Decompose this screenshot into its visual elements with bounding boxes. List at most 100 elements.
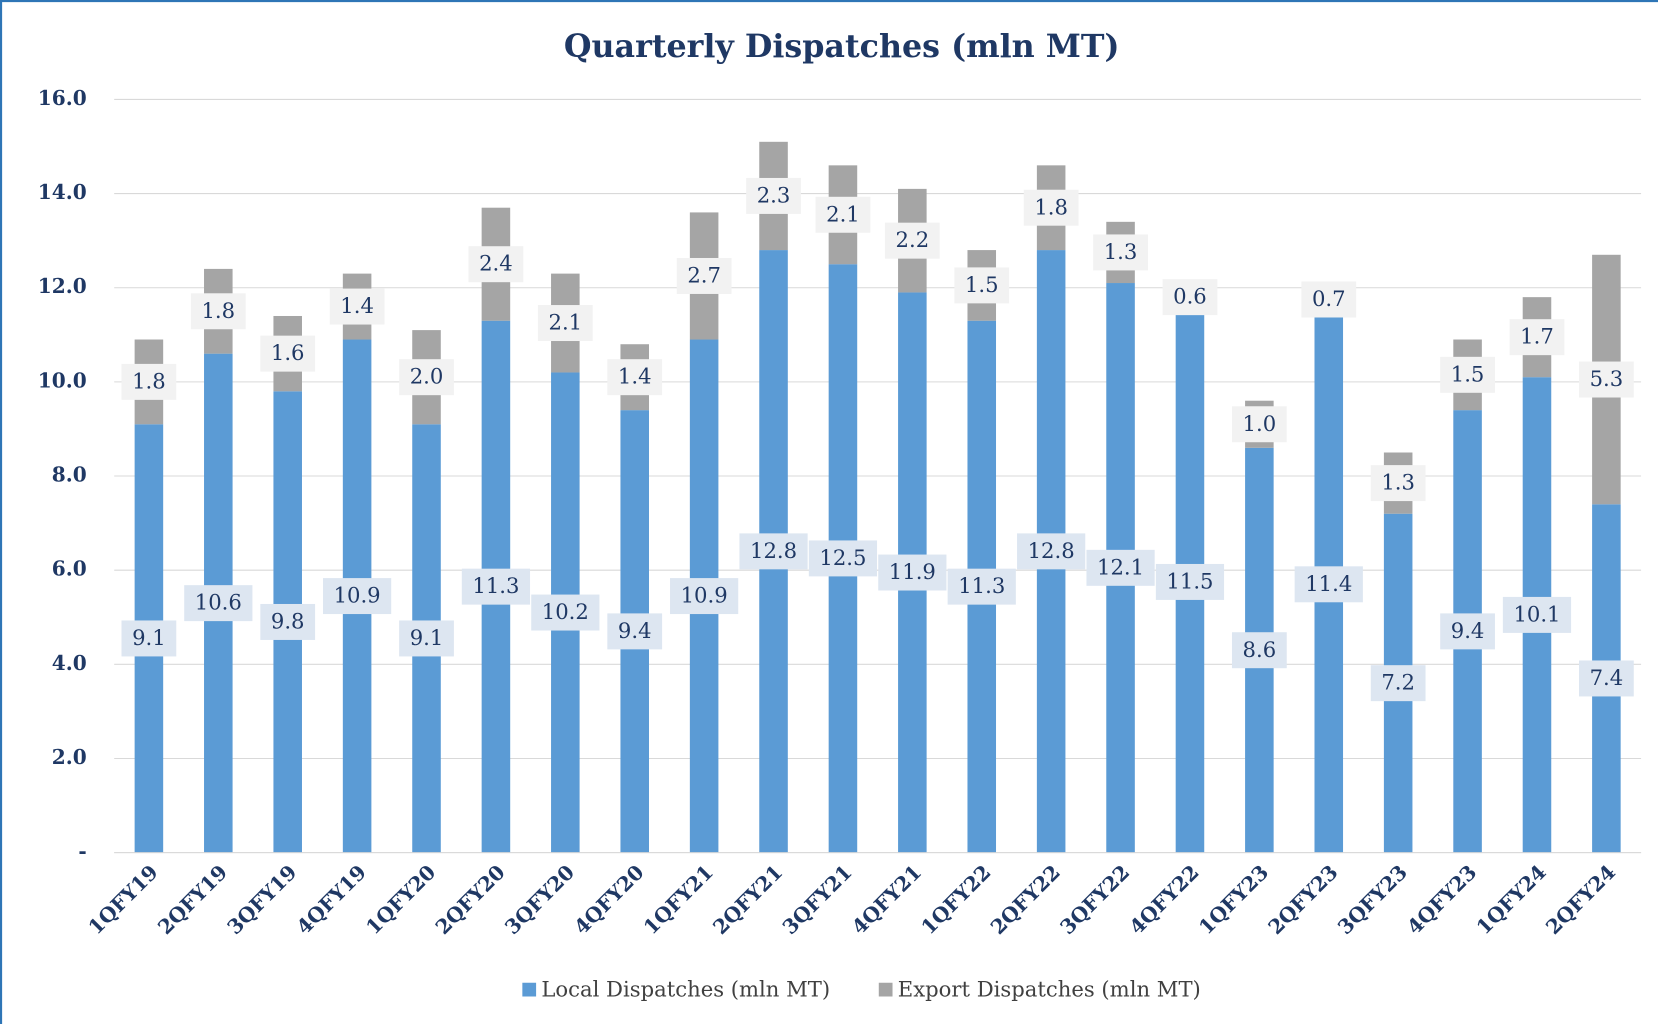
- value-label-box: [676, 257, 732, 294]
- x-tick-label: 1QFY23: [1194, 860, 1273, 939]
- value-label-box: [808, 540, 878, 577]
- value-label: 5.3: [1590, 366, 1624, 391]
- value-label: 1.5: [1451, 361, 1485, 386]
- value-label-box: [1017, 533, 1086, 570]
- x-tick-label: 2QFY21: [708, 860, 787, 939]
- value-label-box: [815, 196, 871, 233]
- value-label: 1.0: [1243, 411, 1277, 436]
- value-label: 11.3: [472, 573, 519, 598]
- value-label-box: [670, 578, 739, 615]
- x-tick-label: 2QFY19: [153, 860, 232, 939]
- value-label-box: [1578, 361, 1634, 398]
- value-label-box: [1440, 613, 1495, 650]
- value-label-box: [739, 533, 808, 570]
- x-tick-group: 2QFY22: [986, 860, 1065, 939]
- x-tick-group: 1QFY21: [639, 860, 718, 939]
- y-tick-label: 14.0: [38, 180, 87, 204]
- x-tick-label: 2QFY24: [1541, 860, 1620, 939]
- x-tick-label: 4QFY21: [847, 860, 926, 939]
- value-label-box: [1440, 356, 1495, 393]
- value-label: 1.6: [271, 340, 305, 365]
- x-tick-label: 1QFY22: [916, 860, 995, 939]
- value-label-box: [1294, 566, 1363, 603]
- x-tick-group: 1QFY19: [83, 860, 162, 939]
- value-label: 1.7: [1520, 324, 1554, 349]
- x-tick-group: 2QFY23: [1263, 860, 1342, 939]
- value-label: 12.5: [819, 545, 866, 570]
- y-tick-label: 16.0: [38, 86, 87, 110]
- x-tick-label: 1QFY20: [361, 860, 440, 939]
- x-tick-label: 1QFY24: [1472, 860, 1551, 939]
- value-label-box: [1086, 549, 1155, 586]
- x-tick-group: 1QFY24: [1472, 860, 1551, 939]
- x-tick-label: 1QFY19: [83, 860, 162, 939]
- x-tick-group: 3QFY22: [1055, 860, 1134, 939]
- value-label: 1.8: [1034, 194, 1068, 219]
- x-tick-label: 4QFY22: [1125, 860, 1204, 939]
- value-label-box: [1023, 189, 1079, 226]
- value-label: 12.8: [750, 538, 797, 563]
- x-tick-label: 3QFY23: [1333, 860, 1412, 939]
- value-label-box: [531, 594, 600, 631]
- chart-title: Quarterly Dispatches (mln MT): [564, 28, 1120, 65]
- x-tick-group: 1QFY20: [361, 860, 440, 939]
- value-label: 8.6: [1243, 637, 1277, 662]
- x-tick-label: 3QFY19: [222, 860, 301, 939]
- value-label: 10.1: [1513, 601, 1560, 626]
- x-tick-label: 1QFY21: [639, 860, 718, 939]
- legend-swatch: [522, 982, 537, 997]
- value-label: 11.5: [1166, 569, 1213, 594]
- value-label-box: [954, 267, 1010, 304]
- value-label: 11.3: [958, 573, 1005, 598]
- value-label: 0.6: [1173, 284, 1207, 309]
- value-label: 1.3: [1104, 239, 1138, 264]
- value-label-box: [1370, 665, 1426, 702]
- value-label: 1.5: [965, 272, 999, 297]
- value-label: 2.1: [826, 201, 860, 226]
- value-label-box: [323, 578, 392, 615]
- value-label: 7.2: [1381, 670, 1415, 695]
- value-label-box: [947, 568, 1016, 605]
- value-label-box: [260, 335, 316, 372]
- value-label-box: [1231, 632, 1287, 669]
- value-label-box: [1162, 279, 1218, 316]
- x-tick-group: 3QFY21: [778, 860, 857, 939]
- value-label: 2.3: [757, 182, 791, 207]
- value-label-box: [329, 288, 385, 325]
- value-label: 2.7: [687, 263, 721, 288]
- x-tick-label: 2QFY20: [431, 860, 510, 939]
- value-label-box: [607, 613, 663, 650]
- value-label: 2.1: [549, 310, 583, 335]
- value-label-box: [121, 620, 177, 657]
- x-tick-label: 4QFY19: [292, 860, 371, 939]
- x-tick-label: 3QFY21: [778, 860, 857, 939]
- legend-label: Export Dispatches (mln MT): [898, 977, 1201, 1002]
- value-label: 9.4: [1451, 618, 1485, 643]
- value-label-box: [878, 554, 947, 591]
- y-tick-label: 10.0: [38, 368, 87, 392]
- x-tick-label: 3QFY22: [1055, 860, 1134, 939]
- value-label-box: [1370, 465, 1426, 502]
- value-label-box: [399, 620, 454, 657]
- x-tick-group: 4QFY19: [292, 860, 371, 939]
- y-tick-label: -: [78, 839, 86, 863]
- value-label-box: [399, 359, 454, 396]
- x-tick-group: 1QFY22: [916, 860, 995, 939]
- value-label-box: [1301, 281, 1357, 318]
- value-label: 1.8: [201, 298, 235, 323]
- legend-label: Local Dispatches (mln MT): [541, 977, 830, 1002]
- value-label: 0.7: [1312, 286, 1346, 311]
- value-label: 11.4: [1305, 571, 1352, 596]
- x-tick-label: 4QFY20: [569, 860, 648, 939]
- value-label-box: [884, 222, 940, 259]
- x-tick-group: 1QFY23: [1194, 860, 1273, 939]
- value-label-box: [1231, 406, 1287, 443]
- x-tick-group: 2QFY19: [153, 860, 232, 939]
- y-tick-label: 2.0: [52, 745, 87, 769]
- x-tick-group: 3QFY20: [500, 860, 579, 939]
- value-label-box: [537, 305, 593, 342]
- value-label: 1.3: [1381, 470, 1415, 495]
